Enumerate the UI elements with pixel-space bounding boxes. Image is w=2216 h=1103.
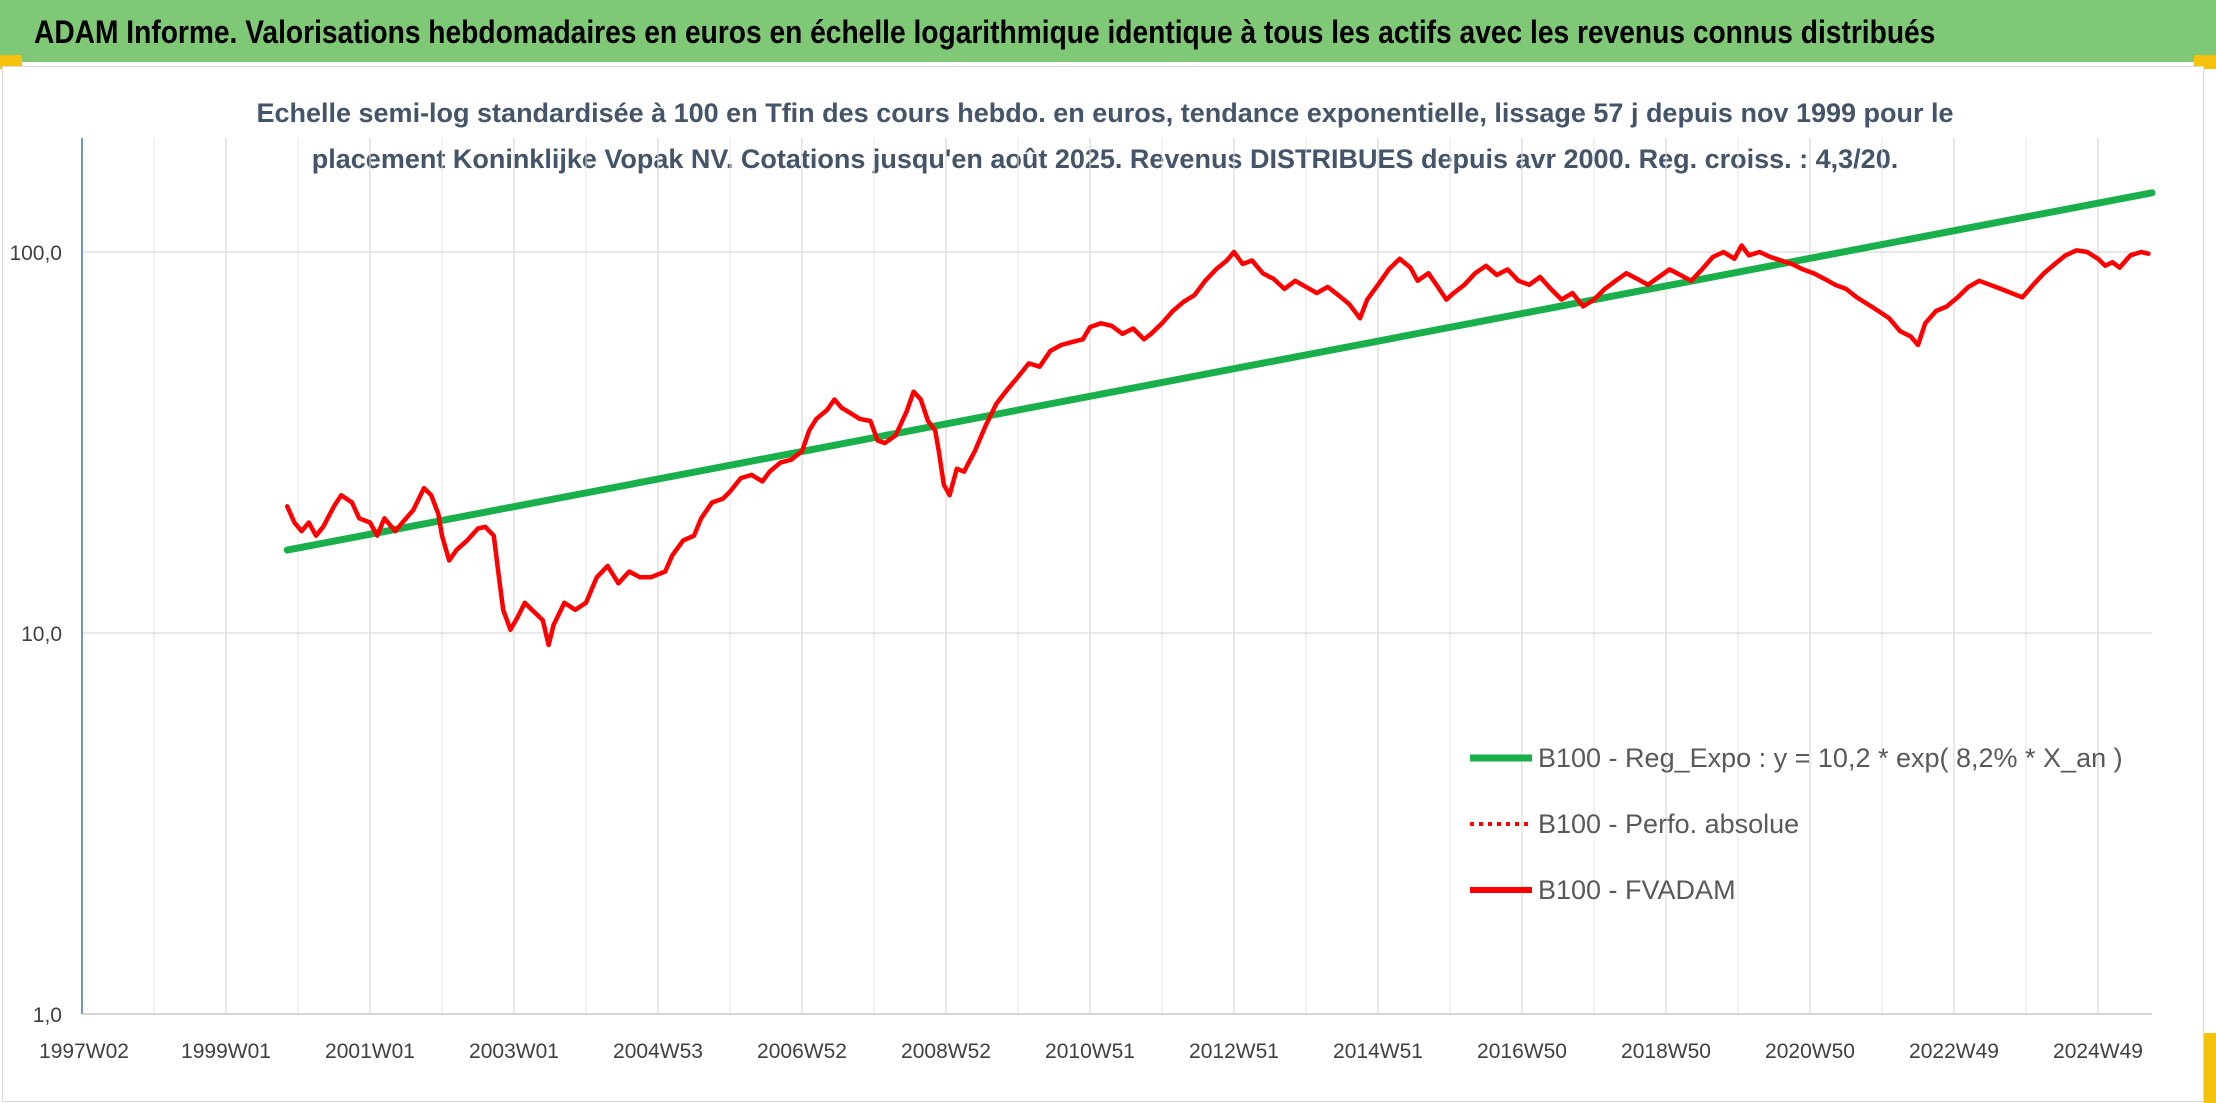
corner-marker-bottom-right (2204, 1033, 2216, 1103)
x-tick-label: 2024W49 (2053, 1040, 2143, 1063)
x-tick-label: 2014W51 (1333, 1040, 1423, 1063)
regression-series-line (283, 189, 2156, 554)
chart-title-line-1: Echelle semi-log standardisée à 100 en T… (256, 98, 1954, 128)
y-tick-label: 1,0 (33, 1004, 62, 1027)
x-tick-label: 1999W01 (181, 1040, 271, 1063)
x-tick-label: 2012W51 (1189, 1040, 1279, 1063)
y-tick-label: 100,0 (9, 242, 62, 265)
y-tick-label: 10,0 (21, 623, 62, 646)
corner-marker-top-right (2194, 55, 2216, 69)
x-tick-label: 2004W53 (613, 1040, 703, 1063)
chart-panel (2, 66, 2204, 1102)
x-tick-label: 2008W52 (901, 1040, 991, 1063)
corner-marker-top-left (0, 55, 22, 69)
legend-label-reg: B100 - Reg_Expo : y = 10,2 * exp( 8,2% *… (1538, 743, 2123, 773)
x-tick-label: 2001W01 (325, 1040, 415, 1063)
x-tick-label: 2006W52 (757, 1040, 847, 1063)
x-tick-label: 1997W02 (39, 1040, 129, 1063)
legend-label-fvadam: B100 - FVADAM (1538, 875, 1736, 905)
report-title: ADAM Informe. Valorisations hebdomadaire… (34, 14, 1936, 50)
x-tick-label: 2016W50 (1477, 1040, 1567, 1063)
x-tick-label: 2020W50 (1765, 1040, 1855, 1063)
chart-title-line-2: placement Koninklijke Vopak NV. Cotation… (311, 144, 1899, 174)
x-tick-label: 2010W51 (1045, 1040, 1135, 1063)
x-tick-label: 2003W01 (469, 1040, 559, 1063)
x-tick-label: 2018W50 (1621, 1040, 1711, 1063)
legend-label-perfo: B100 - Perfo. absolue (1538, 809, 1799, 839)
header-bar (0, 0, 2216, 62)
fvadam-series-line (284, 243, 2151, 648)
x-tick-label: 2022W49 (1909, 1040, 1999, 1063)
